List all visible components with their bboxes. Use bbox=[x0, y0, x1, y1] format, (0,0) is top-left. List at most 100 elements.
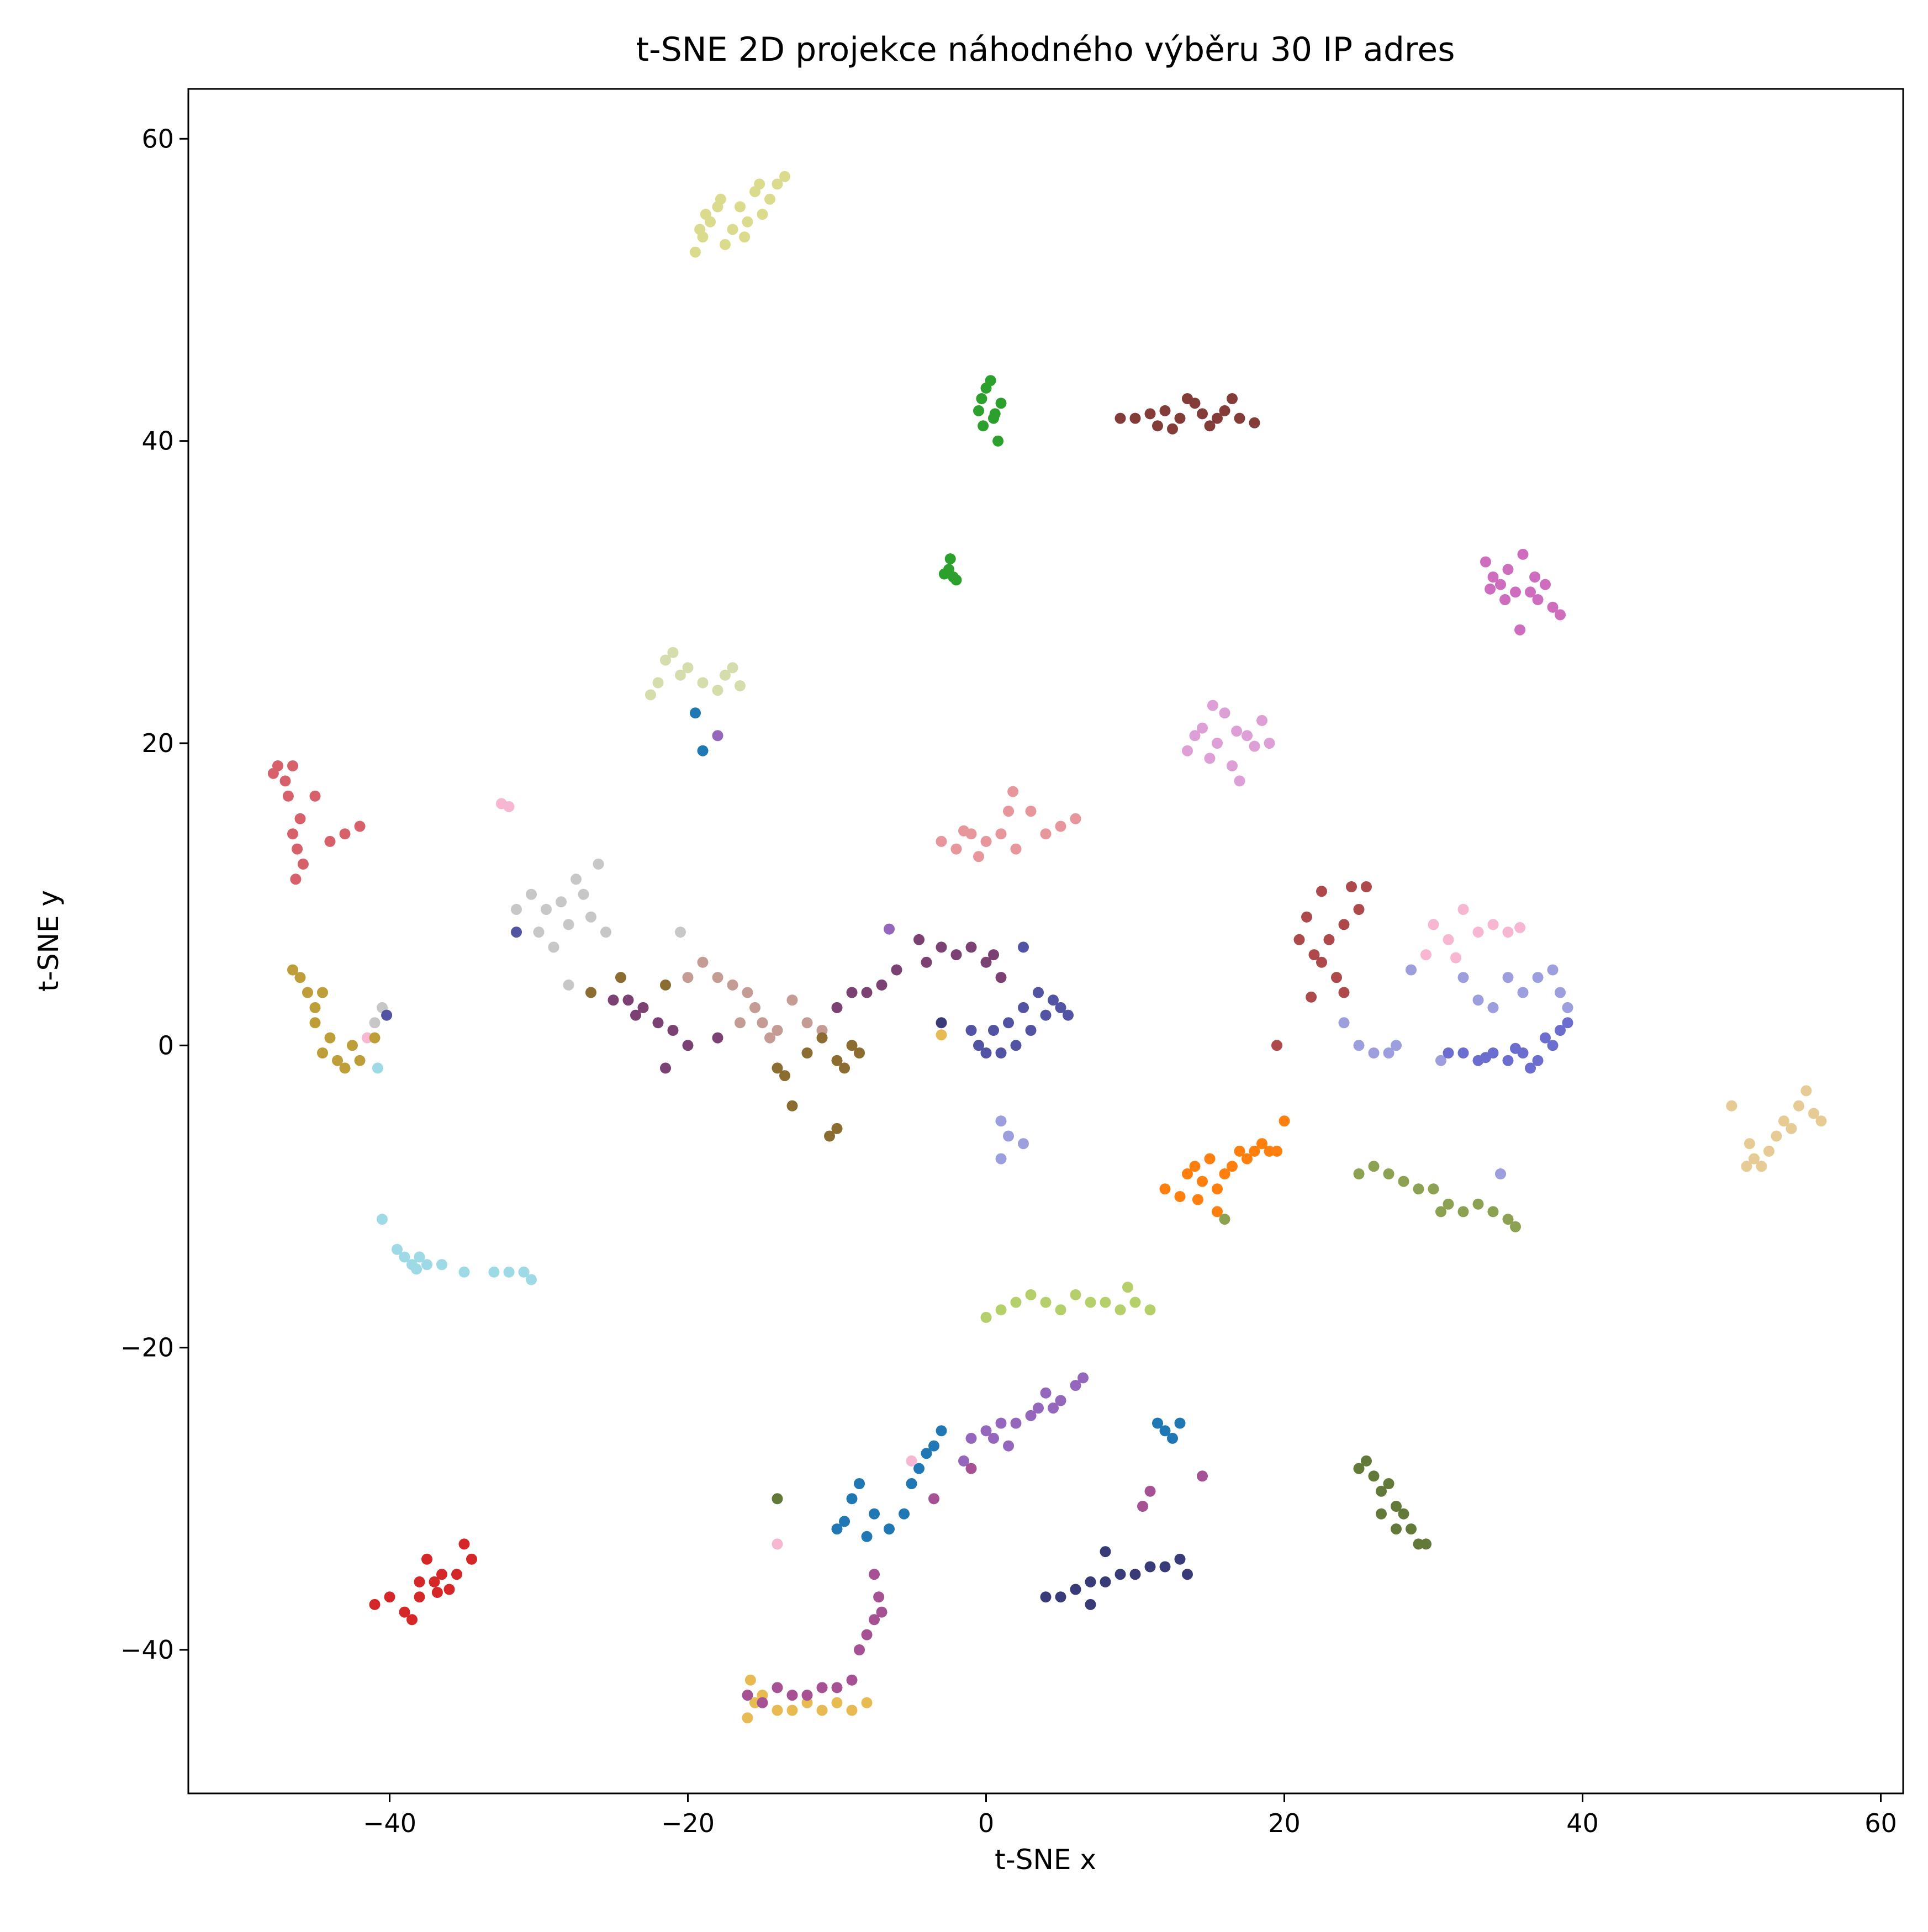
scatter-point bbox=[347, 1040, 358, 1051]
scatter-point bbox=[563, 979, 574, 991]
scatter-point bbox=[1219, 405, 1230, 416]
scatter-point bbox=[1306, 991, 1317, 1003]
scatter-point bbox=[801, 1047, 813, 1058]
scatter-point bbox=[995, 1153, 1007, 1165]
scatter-point bbox=[1368, 1470, 1380, 1482]
scatter-point bbox=[1100, 1576, 1111, 1587]
scatter-point bbox=[980, 956, 992, 968]
scatter-point bbox=[1428, 1183, 1439, 1195]
scatter-point bbox=[913, 1463, 925, 1474]
scatter-point bbox=[831, 1002, 843, 1013]
scatter-point bbox=[1167, 1432, 1178, 1444]
scatter-point bbox=[406, 1614, 418, 1626]
y-axis-label: t-SNE y bbox=[33, 890, 65, 992]
scatter-point bbox=[1502, 1214, 1514, 1225]
scatter-point bbox=[1450, 952, 1461, 964]
scatter-point bbox=[1231, 726, 1243, 737]
scatter-point bbox=[414, 1591, 425, 1603]
scatter-point bbox=[1517, 987, 1529, 998]
scatter-point bbox=[1114, 1569, 1126, 1580]
scatter-point bbox=[1502, 564, 1514, 575]
scatter-point bbox=[906, 1455, 917, 1467]
scatter-point bbox=[488, 1266, 500, 1278]
scatter-point bbox=[1338, 987, 1350, 998]
scatter-point bbox=[764, 193, 775, 205]
scatter-point bbox=[1487, 1206, 1499, 1218]
scatter-point bbox=[1040, 1387, 1052, 1399]
scatter-point bbox=[369, 1017, 381, 1029]
scatter-point bbox=[980, 1311, 992, 1323]
scatter-point bbox=[1192, 1194, 1203, 1205]
scatter-point bbox=[548, 941, 559, 953]
scatter-point bbox=[667, 1025, 679, 1036]
scatter-point bbox=[1227, 760, 1238, 771]
scatter-point bbox=[1249, 417, 1260, 428]
scatter-point bbox=[1353, 1168, 1365, 1179]
scatter-point bbox=[727, 662, 738, 674]
scatter-point bbox=[1122, 1282, 1133, 1293]
scatter-point bbox=[772, 1493, 783, 1505]
scatter-point bbox=[600, 927, 611, 938]
scatter-point bbox=[1167, 423, 1178, 435]
scatter-point bbox=[712, 685, 723, 696]
scatter-point bbox=[1033, 1402, 1044, 1414]
scatter-point bbox=[1010, 843, 1022, 855]
y-axis-ticks: −40 −20 0 20 40 60 bbox=[120, 124, 188, 1665]
scatter-point bbox=[973, 1040, 984, 1051]
scatter-point bbox=[630, 1009, 641, 1021]
scatter-point bbox=[735, 201, 746, 213]
scatter-point bbox=[1406, 964, 1417, 976]
scatter-point bbox=[1249, 1145, 1260, 1157]
scatter-point bbox=[816, 1032, 828, 1044]
plot-frame bbox=[187, 88, 1904, 1795]
x-tick-label: −40 bbox=[363, 1808, 416, 1838]
scatter-point bbox=[309, 790, 321, 802]
scatter-point bbox=[1406, 1523, 1417, 1535]
scatter-point bbox=[988, 1025, 999, 1036]
scatter-point bbox=[1256, 714, 1267, 726]
scatter-point bbox=[1040, 1009, 1052, 1021]
scatter-point bbox=[1457, 904, 1469, 915]
scatter-point bbox=[816, 1705, 828, 1716]
scatter-point bbox=[1256, 1138, 1267, 1150]
scatter-point bbox=[1428, 919, 1439, 930]
scatter-point bbox=[772, 1062, 783, 1074]
scatter-point bbox=[742, 987, 753, 998]
scatter-point bbox=[978, 420, 989, 432]
scatter-point bbox=[1532, 594, 1544, 605]
scatter-point bbox=[1018, 1138, 1029, 1150]
scatter-point bbox=[985, 375, 996, 387]
scatter-point bbox=[1070, 1584, 1081, 1595]
scatter-point bbox=[682, 1040, 694, 1051]
scatter-point bbox=[503, 1266, 515, 1278]
scatter-point bbox=[1547, 964, 1559, 976]
scatter-point bbox=[742, 1712, 753, 1724]
scatter-point bbox=[451, 1569, 462, 1580]
scatter-point bbox=[786, 1690, 798, 1701]
scatter-point bbox=[779, 1070, 790, 1082]
scatter-point bbox=[727, 979, 738, 991]
scatter-point bbox=[735, 1017, 746, 1029]
scatter-point bbox=[1010, 1296, 1022, 1308]
scatter-point bbox=[1100, 1296, 1111, 1308]
scatter-point bbox=[1457, 972, 1469, 983]
scatter-point bbox=[720, 239, 731, 250]
scatter-point bbox=[992, 435, 1004, 447]
scatter-point bbox=[1219, 1168, 1230, 1179]
scatter-point bbox=[1100, 1546, 1111, 1558]
scatter-point bbox=[1435, 1206, 1446, 1218]
scatter-point bbox=[294, 972, 306, 983]
scatter-point bbox=[1443, 1198, 1454, 1210]
scatter-point bbox=[1204, 1153, 1216, 1165]
scatter-point bbox=[965, 1025, 977, 1036]
scatter-point bbox=[861, 1531, 873, 1542]
scatter-point bbox=[1353, 1040, 1365, 1051]
scatter-point bbox=[744, 1674, 756, 1686]
scatter-point bbox=[414, 1251, 425, 1263]
scatter-point bbox=[697, 745, 709, 756]
scatter-point bbox=[287, 964, 298, 976]
scatter-point bbox=[511, 927, 522, 938]
scatter-point bbox=[980, 835, 992, 847]
scatter-point bbox=[690, 246, 701, 258]
scatter-point bbox=[377, 1214, 388, 1225]
